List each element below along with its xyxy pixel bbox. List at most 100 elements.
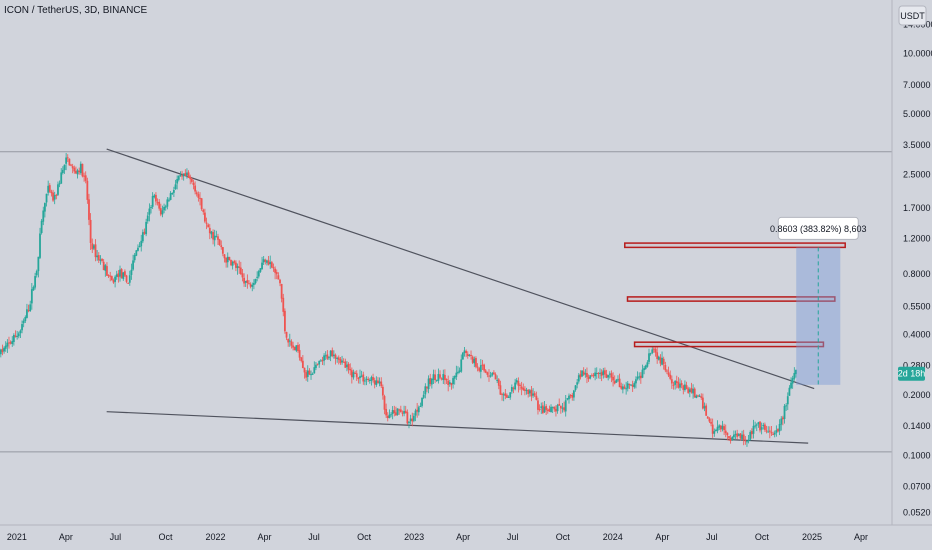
candle-body (563, 407, 565, 411)
candle-body (225, 257, 228, 263)
candle-body (546, 409, 549, 411)
candle-body (332, 354, 335, 357)
candle-body (122, 272, 125, 280)
candle-body (17, 333, 20, 337)
candle-body (463, 350, 466, 353)
candle-body (777, 428, 779, 432)
candle-body (135, 250, 138, 256)
candle-body (145, 221, 148, 235)
candle-body (8, 342, 10, 344)
candle-body (92, 245, 95, 249)
candle-body (646, 362, 649, 367)
candle-body (163, 206, 165, 211)
candle-body (589, 375, 592, 379)
candle-body (4, 345, 7, 349)
target-zone-1[interactable] (633, 341, 825, 348)
candle-body (288, 340, 291, 342)
candle-body (497, 379, 500, 386)
candle-body (252, 282, 255, 285)
measure-tool[interactable]: 0.8603 (383.82%) 8,603 (770, 216, 867, 385)
candle-body (652, 348, 655, 350)
candle-body (244, 280, 247, 283)
candle-body (608, 373, 611, 375)
candle-body (488, 375, 490, 377)
candle-body (279, 279, 281, 284)
x-tick-label: Jul (110, 532, 122, 542)
candle-body (101, 258, 103, 261)
x-tick-label: Jul (507, 532, 519, 542)
candle-body (334, 354, 337, 359)
candle-body (457, 371, 459, 374)
y-tick-label: 0.1400 (903, 421, 931, 431)
price-axis[interactable]: 14.000010.00007.00005.00003.50002.50001.… (903, 19, 932, 517)
candle-body (194, 185, 197, 192)
candle-body (399, 409, 402, 413)
candle-body (520, 386, 523, 389)
candle-body (9, 342, 12, 344)
target-zone-2[interactable] (626, 296, 836, 302)
target-zone-3[interactable] (624, 242, 846, 249)
candle-body (695, 395, 698, 398)
candle-body (607, 375, 610, 378)
candle-body (68, 158, 71, 166)
candle-body (303, 367, 306, 373)
candle-body (204, 212, 206, 222)
y-tick-label: 0.0700 (903, 481, 931, 491)
candle-body (783, 405, 786, 419)
candle-body (254, 278, 257, 284)
candle-body (132, 260, 134, 270)
candle-body (426, 386, 428, 389)
candle-body (388, 414, 391, 418)
candle-body (533, 393, 536, 396)
time-axis[interactable]: 2021 Apr Jul Oct 2022 Apr Jul Oct 2023 Apr Jul Oct 2… (7, 532, 868, 542)
candle-body (128, 275, 131, 283)
candle-body (274, 268, 277, 273)
trendline-lower-support[interactable] (106, 411, 809, 444)
candle-body (295, 345, 298, 351)
trendline-descending-resistance[interactable] (106, 148, 815, 390)
candle-body (133, 254, 136, 261)
candle-body (631, 384, 634, 387)
currency-button-label[interactable]: USDT (900, 11, 925, 21)
candle-body (780, 418, 783, 425)
candle-body (104, 265, 107, 271)
candle-body (715, 429, 717, 431)
candle-body (27, 310, 30, 312)
candle-body (200, 198, 203, 210)
candle-body (290, 341, 293, 346)
x-tick-label: 2023 (404, 532, 424, 542)
candle-body (687, 388, 690, 393)
candle-body (559, 405, 562, 409)
candle-body (239, 267, 242, 274)
candle-body (541, 405, 544, 414)
candle-body (610, 373, 613, 378)
candle-body (525, 390, 528, 392)
candle-body (70, 164, 72, 166)
candle-body (553, 406, 556, 410)
candle-body (494, 374, 497, 380)
candle-body (439, 374, 441, 378)
candle-body (697, 395, 699, 397)
candle-body (765, 430, 768, 432)
candle-body (272, 267, 275, 269)
currency-button-bg[interactable] (898, 5, 927, 26)
candle-body (621, 386, 624, 390)
candle-body (648, 353, 650, 362)
candle-body (182, 173, 185, 177)
candle-body (187, 172, 190, 178)
currency-button[interactable]: USDT (898, 5, 927, 26)
y-tick-label: 0.2800 (903, 361, 931, 371)
candle-body (319, 360, 322, 362)
candle-body (741, 434, 743, 440)
candle-body (515, 380, 518, 383)
candle-body (705, 405, 708, 416)
candle-body (566, 398, 569, 400)
measure-range[interactable] (796, 247, 841, 385)
candle-body (251, 284, 254, 287)
candle-body (306, 370, 309, 377)
target-zones[interactable] (624, 242, 846, 348)
candle-body (584, 373, 587, 375)
candle-body (84, 175, 87, 181)
candle-body (795, 369, 797, 375)
